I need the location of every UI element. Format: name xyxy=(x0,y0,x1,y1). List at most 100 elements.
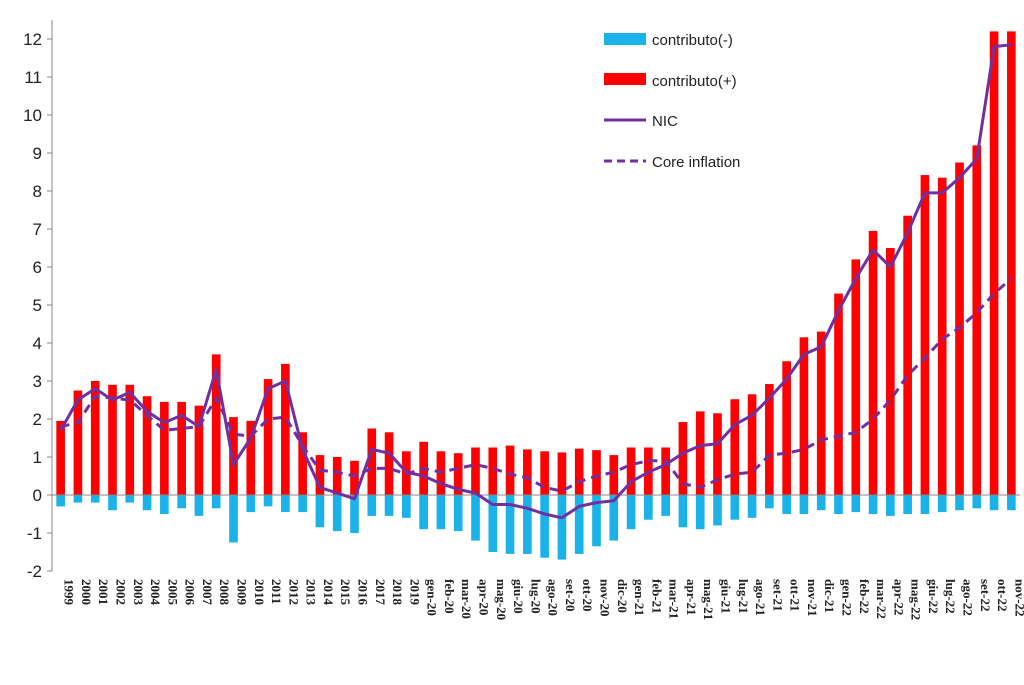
bar-contributo-neg xyxy=(592,495,601,547)
bar-contributo-pos xyxy=(972,145,982,495)
bar-contributo-pos xyxy=(989,31,999,496)
bar-contributo-pos xyxy=(903,215,912,495)
bar-contributo-neg xyxy=(626,495,636,530)
x-tick-label: apr-20 xyxy=(477,579,492,615)
bar-contributo-pos xyxy=(453,453,463,495)
bar-contributo-neg xyxy=(920,495,930,514)
y-tick-label: 12 xyxy=(23,30,42,49)
y-tick-label: 0 xyxy=(33,486,42,505)
x-tick-label: feb-21 xyxy=(649,579,664,614)
bar-contributo-neg xyxy=(937,495,947,513)
bar-contributo-neg xyxy=(661,495,670,516)
bar-contributo-pos xyxy=(350,460,359,495)
bar-contributo-neg xyxy=(419,495,428,530)
bar-contributo-neg xyxy=(765,495,774,509)
bar-contributo-neg xyxy=(730,495,740,520)
x-tick-label: ott-22 xyxy=(995,579,1010,612)
bar-contributo-neg xyxy=(488,495,498,552)
bar-contributo-neg xyxy=(1007,495,1016,511)
bar-contributo-neg xyxy=(436,495,446,530)
y-tick-label: 3 xyxy=(33,372,42,391)
y-tick-label: 8 xyxy=(33,182,42,201)
x-tick-label: 1999 xyxy=(62,579,77,606)
legend-label-nic: NIC xyxy=(652,113,678,130)
bar-contributo-pos xyxy=(505,445,515,495)
bar-contributo-neg xyxy=(834,495,843,514)
bar-contributo-neg xyxy=(868,495,878,514)
x-tick-label: mag-22 xyxy=(909,579,924,620)
x-tick-label: 2001 xyxy=(96,579,111,605)
bar-contributo-pos xyxy=(488,447,498,495)
bar-contributo-pos xyxy=(557,452,567,495)
bar-contributo-neg xyxy=(523,495,532,554)
x-tick-label: 2003 xyxy=(131,579,146,606)
bar-contributo-neg xyxy=(713,495,722,526)
bar-contributo-pos xyxy=(592,450,601,495)
bar-contributo-neg xyxy=(246,495,256,513)
bar-contributo-neg xyxy=(56,495,65,507)
bar-contributo-pos xyxy=(384,432,394,495)
bar-contributo-neg xyxy=(989,495,999,511)
x-tick-label: mar-22 xyxy=(874,579,889,619)
bar-contributo-pos xyxy=(263,379,273,495)
x-tick-label: mar-21 xyxy=(667,579,682,619)
x-tick-label: lug-20 xyxy=(528,579,543,614)
bar-contributo-pos xyxy=(229,417,238,495)
bar-contributo-neg xyxy=(886,495,895,516)
legend-label-neg: contributo(-) xyxy=(652,32,733,49)
bar-contributo-pos xyxy=(332,457,342,495)
bar-contributo-pos xyxy=(765,384,774,495)
bar-contributo-neg xyxy=(177,495,186,509)
x-tick-label: ago-21 xyxy=(753,579,768,616)
bar-contributo-neg xyxy=(125,495,135,503)
bar-contributo-pos xyxy=(281,363,290,495)
y-tick-label: 1 xyxy=(33,448,42,467)
legend-swatch-neg xyxy=(604,33,646,45)
x-tick-label: 2016 xyxy=(356,579,371,606)
bar-contributo-neg xyxy=(972,495,982,509)
bar-contributo-pos xyxy=(920,175,930,496)
bar-contributo-pos xyxy=(834,293,843,495)
bar-contributo-pos xyxy=(125,384,135,495)
bar-contributo-pos xyxy=(678,422,688,495)
y-tick-label: 4 xyxy=(33,334,42,353)
bar-contributo-neg xyxy=(73,495,83,503)
x-tick-label: 2015 xyxy=(338,579,353,606)
bar-contributo-pos xyxy=(246,420,256,495)
x-tick-label: 2005 xyxy=(165,579,180,606)
x-tick-label: ago-22 xyxy=(961,579,976,616)
bar-contributo-pos xyxy=(937,177,947,495)
x-tick-label: 2009 xyxy=(235,579,250,606)
bar-contributo-pos xyxy=(868,230,878,495)
bar-contributo-pos xyxy=(315,455,325,495)
bar-contributo-neg xyxy=(211,495,221,509)
x-tick-label: ott-21 xyxy=(788,579,803,612)
bar-contributo-pos xyxy=(782,361,791,495)
bar-contributo-neg xyxy=(799,495,809,514)
x-tick-label: 2004 xyxy=(148,579,163,606)
x-tick-label: set-21 xyxy=(770,579,785,612)
bar-contributo-neg xyxy=(263,495,273,507)
x-tick-label: nov-22 xyxy=(1012,579,1024,617)
y-tick-label: 6 xyxy=(33,258,42,277)
bar-contributo-neg xyxy=(229,495,238,543)
line-core-inflation xyxy=(60,277,1013,493)
bar-contributo-neg xyxy=(194,495,204,516)
y-tick-label: 9 xyxy=(33,144,42,163)
bar-contributo-neg xyxy=(851,495,861,513)
x-tick-label: 2008 xyxy=(217,579,232,606)
x-tick-label: lug-21 xyxy=(736,579,751,614)
bar-contributo-pos xyxy=(142,396,152,495)
bar-contributo-neg xyxy=(609,495,619,541)
bar-contributo-neg xyxy=(816,495,826,511)
legend-label-core: Core inflation xyxy=(652,154,740,171)
bar-contributo-pos xyxy=(886,248,895,495)
bar-contributo-pos xyxy=(211,354,221,495)
x-tick-label: giu-21 xyxy=(719,579,734,614)
bar-contributo-pos xyxy=(160,401,169,495)
y-tick-label: 10 xyxy=(23,106,42,125)
bar-contributo-neg xyxy=(903,495,912,514)
bar-contributo-pos xyxy=(851,259,861,495)
legend-label-pos: contributo(+) xyxy=(652,73,737,90)
